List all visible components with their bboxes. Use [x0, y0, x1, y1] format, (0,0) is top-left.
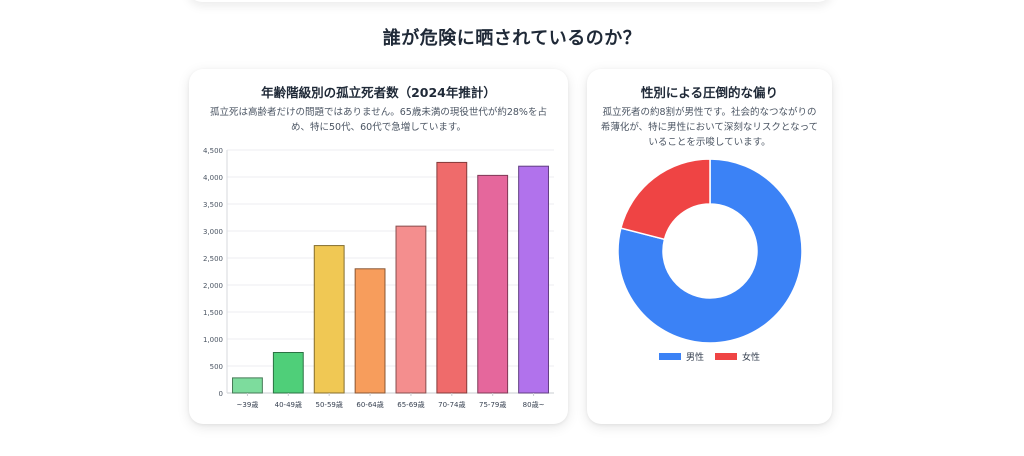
- section-title: 誰が危険に晒されているのか？: [382, 28, 642, 49]
- gender-chart-description: 孤立死者の約8割が男性です。社会的なつながりの希薄化が、特に男性において深刻なリ…: [600, 107, 819, 148]
- y-tick-label: 2,500: [203, 255, 223, 263]
- bar-6: [477, 174, 509, 394]
- bar-3: [354, 268, 386, 394]
- y-tick-label: 3,500: [203, 201, 223, 209]
- y-tick-label: 1,500: [203, 309, 223, 317]
- x-tick-label: 50-59歳: [316, 400, 343, 409]
- gender-legend: 男性 女性: [587, 350, 832, 363]
- age-chart-description: 孤立死は高齢者だけの問題ではありません。65歳未満の現役世代が約28%を占め、特…: [210, 107, 547, 133]
- age-bar-chart: 0 500 1,000 1,500 2,000 2,500 3,000 3,500 4,000 4…: [203, 147, 554, 409]
- y-tick-label: 4,500: [203, 147, 223, 155]
- x-tick-label: 75-79歳: [479, 400, 506, 409]
- y-tick-label: 1,000: [203, 336, 223, 344]
- gender-chart-title: 性別による圧倒的な偏り: [640, 85, 779, 100]
- bar-0: [232, 377, 263, 394]
- bar-7: [518, 165, 549, 394]
- x-tick-label: 40-49歳: [275, 400, 302, 409]
- legend-item-male[interactable]: 男性: [659, 350, 704, 363]
- x-tick-label: 80歳~: [523, 400, 545, 409]
- age-chart-title: 年齢階級別の孤立死者数（2024年推計）: [261, 85, 496, 100]
- bar-5: [436, 161, 468, 394]
- x-tick-label: ~39歳: [237, 400, 259, 409]
- previous-card-edge: [188, 0, 832, 2]
- y-tick-label: 2,000: [203, 282, 223, 290]
- legend-swatch-female: [714, 353, 737, 360]
- x-tick-label: 70-74歳: [438, 400, 465, 409]
- bar-4: [395, 225, 427, 394]
- gender-donut-chart: [617, 158, 803, 344]
- y-tick-label: 3,000: [203, 228, 223, 236]
- legend-swatch-male: [659, 353, 682, 360]
- legend-label-female: 女性: [741, 353, 760, 363]
- x-tick-label: 65-69歳: [397, 400, 424, 409]
- bar-2: [313, 245, 345, 394]
- age-chart-card: 年齢階級別の孤立死者数（2024年推計） 孤立死は高齢者だけの問題ではありません…: [189, 69, 568, 424]
- y-tick-label: 4,000: [203, 174, 223, 182]
- bar-1: [272, 352, 304, 394]
- x-tick-label: 60-64歳: [356, 400, 383, 409]
- y-tick-label: 0: [219, 390, 223, 398]
- donut-slice-1: [619, 158, 711, 241]
- legend-label-male: 男性: [686, 353, 705, 363]
- y-tick-label: 500: [210, 363, 223, 371]
- gender-chart-card: 性別による圧倒的な偏り 孤立死者の約8割が男性です。社会的なつながりの希薄化が、…: [587, 69, 832, 424]
- legend-item-female[interactable]: 女性: [714, 350, 760, 363]
- donut-slice-0: [617, 158, 803, 344]
